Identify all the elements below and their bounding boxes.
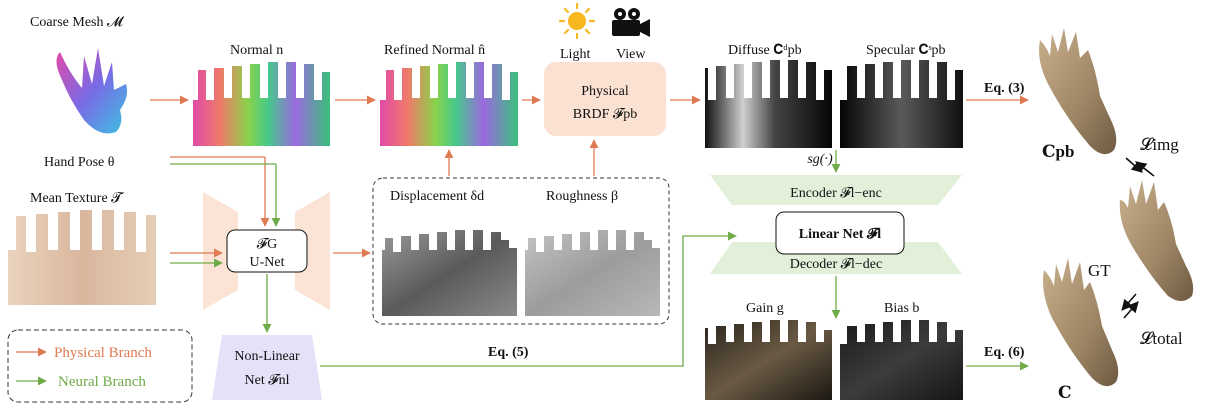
linear-net-block	[775, 211, 905, 255]
coarse-mesh-label: Coarse Mesh 𝓜	[30, 15, 125, 30]
rendered-hand-cpb-image	[1039, 28, 1117, 155]
diffuse-label: Diffuse 𝐂ᵈpb	[728, 43, 802, 58]
gt-hand-image	[1119, 180, 1194, 301]
decoder-label: Decoder 𝓕l−dec	[790, 257, 882, 272]
rendered-hand-c-image	[1043, 258, 1119, 387]
legend-physical-label: Physical Branch	[54, 345, 152, 361]
sun-icon	[558, 2, 596, 40]
hand-pose-label: Hand Pose θ	[44, 155, 115, 170]
specular-label: Specular 𝐂ˢpb	[866, 43, 946, 58]
neural-branch-arrows	[170, 150, 1029, 371]
l-total-label: 𝓛total	[1140, 329, 1183, 348]
bias-label: Bias b	[884, 301, 919, 316]
normal-label: Normal n	[230, 43, 283, 58]
bias-map-image	[840, 320, 963, 400]
nonlinear-net-block	[212, 335, 322, 400]
eq5-label: Eq. (5)	[488, 345, 529, 360]
physical-brdf-name: BRDF 𝓕pb	[573, 107, 637, 122]
unet-block	[226, 229, 308, 273]
physical-brdf-title: Physical	[581, 84, 629, 99]
roughness-label: Roughness β	[546, 189, 618, 204]
l-img-label: 𝓛img	[1140, 135, 1179, 154]
encoder-block	[710, 175, 962, 205]
sg-label: sg(·)	[807, 152, 833, 167]
encoder-label: Encoder 𝓕l−enc	[790, 186, 882, 201]
gt-label: GT	[1088, 261, 1111, 280]
loss-arrows-bottom	[1121, 293, 1139, 319]
physical-branch-arrows	[150, 95, 1029, 258]
physical-brdf-block	[544, 62, 666, 136]
unet-label: U-Net	[250, 255, 285, 270]
displacement-map-image	[382, 230, 517, 316]
video-camera-icon	[612, 8, 650, 37]
specular-map-image	[840, 60, 963, 148]
mean-texture-image	[8, 210, 156, 305]
light-label: Light	[560, 47, 590, 62]
eq6-label: Eq. (6)	[984, 345, 1025, 360]
refined-normal-map-image	[380, 62, 518, 146]
legend-neural-label: Neural Branch	[58, 374, 146, 390]
material-maps-group	[372, 177, 670, 325]
gain-map-image	[705, 320, 832, 400]
view-label: View	[616, 47, 646, 62]
nonlinear-name: Net 𝓕nl	[245, 373, 290, 388]
eq3-label: Eq. (3)	[984, 81, 1025, 96]
roughness-map-image	[525, 230, 660, 316]
diffuse-map-image	[705, 60, 832, 148]
c-label: 𝐂	[1058, 383, 1072, 402]
gain-label: Gain g	[746, 301, 784, 316]
refined-normal-label: Refined Normal n̂	[384, 43, 485, 58]
normal-map-image	[193, 62, 330, 146]
legend-box	[7, 329, 193, 403]
mean-texture-label: Mean Texture 𝓣	[30, 191, 124, 206]
displacement-label: Displacement δd	[390, 189, 484, 204]
fg-label: 𝓕G	[257, 237, 277, 252]
loss-arrows-top	[1125, 157, 1155, 177]
linear-net-label: Linear Net 𝓕l	[799, 226, 882, 242]
cpb-label: 𝐂pb	[1042, 142, 1074, 161]
coarse-mesh-image	[56, 48, 128, 134]
nonlinear-title: Non-Linear	[234, 349, 300, 364]
